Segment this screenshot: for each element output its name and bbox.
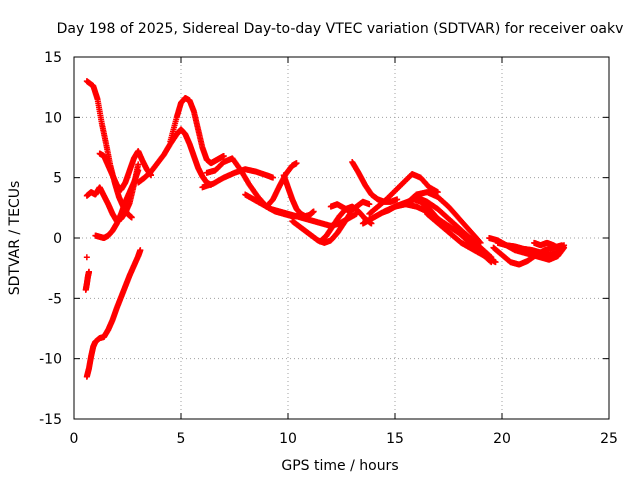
- data-point: [561, 242, 568, 249]
- x-tick-label: 0: [70, 431, 79, 447]
- series-arc-17: [366, 171, 441, 217]
- x-axis-label: GPS time / hours: [281, 458, 398, 474]
- data-point: [492, 259, 499, 266]
- series-arc-09: [199, 166, 277, 191]
- series-arc-26: [531, 239, 568, 252]
- data-point: [220, 152, 227, 159]
- series-arc-21: [413, 193, 495, 261]
- series-arc-12: [289, 210, 354, 246]
- data-point: [128, 214, 135, 221]
- data-point: [137, 247, 144, 254]
- data-point: [310, 208, 317, 215]
- plot-frame: [73, 56, 610, 420]
- x-tick-label: 25: [600, 431, 618, 447]
- series-arc-13: [280, 172, 317, 220]
- x-tick-label: 20: [493, 431, 511, 447]
- series-arc-25: [494, 239, 561, 258]
- data-points: [82, 78, 568, 380]
- data-point: [135, 167, 142, 174]
- series-arc-27: [82, 268, 92, 293]
- data-point: [135, 161, 142, 168]
- series-arc-28: [83, 254, 90, 261]
- data-point: [293, 160, 300, 167]
- data-point: [394, 196, 401, 203]
- series-arc-04: [92, 167, 142, 241]
- series-arc-07: [167, 95, 227, 167]
- y-tick-label: 10: [44, 110, 62, 126]
- y-tick-label: -15: [39, 412, 62, 428]
- grid: [74, 57, 609, 419]
- y-axis-label: SDTVAR / TECUs: [7, 181, 23, 296]
- data-point: [366, 201, 373, 208]
- data-point: [85, 268, 92, 275]
- data-point: [270, 174, 277, 181]
- y-tick-label: -5: [48, 291, 62, 307]
- x-tick-label: 5: [177, 431, 186, 447]
- series-arc-15: [327, 198, 373, 215]
- y-tick-label: 5: [53, 171, 62, 187]
- data-point: [83, 254, 90, 261]
- y-tick-label: 15: [44, 50, 62, 66]
- chart-title: Day 198 of 2025, Sidereal Day-to-day VTE…: [57, 21, 624, 37]
- series-arc-22: [424, 210, 499, 266]
- x-tick-label: 15: [386, 431, 404, 447]
- y-tick-label: -10: [39, 352, 62, 368]
- x-tick-label: 10: [279, 431, 297, 447]
- y-tick-label: 0: [53, 231, 62, 247]
- axes: 0 5 10 15 20 25 -15 -10 -5 0 5 10 15: [39, 50, 618, 447]
- series-arc-03: [83, 247, 144, 380]
